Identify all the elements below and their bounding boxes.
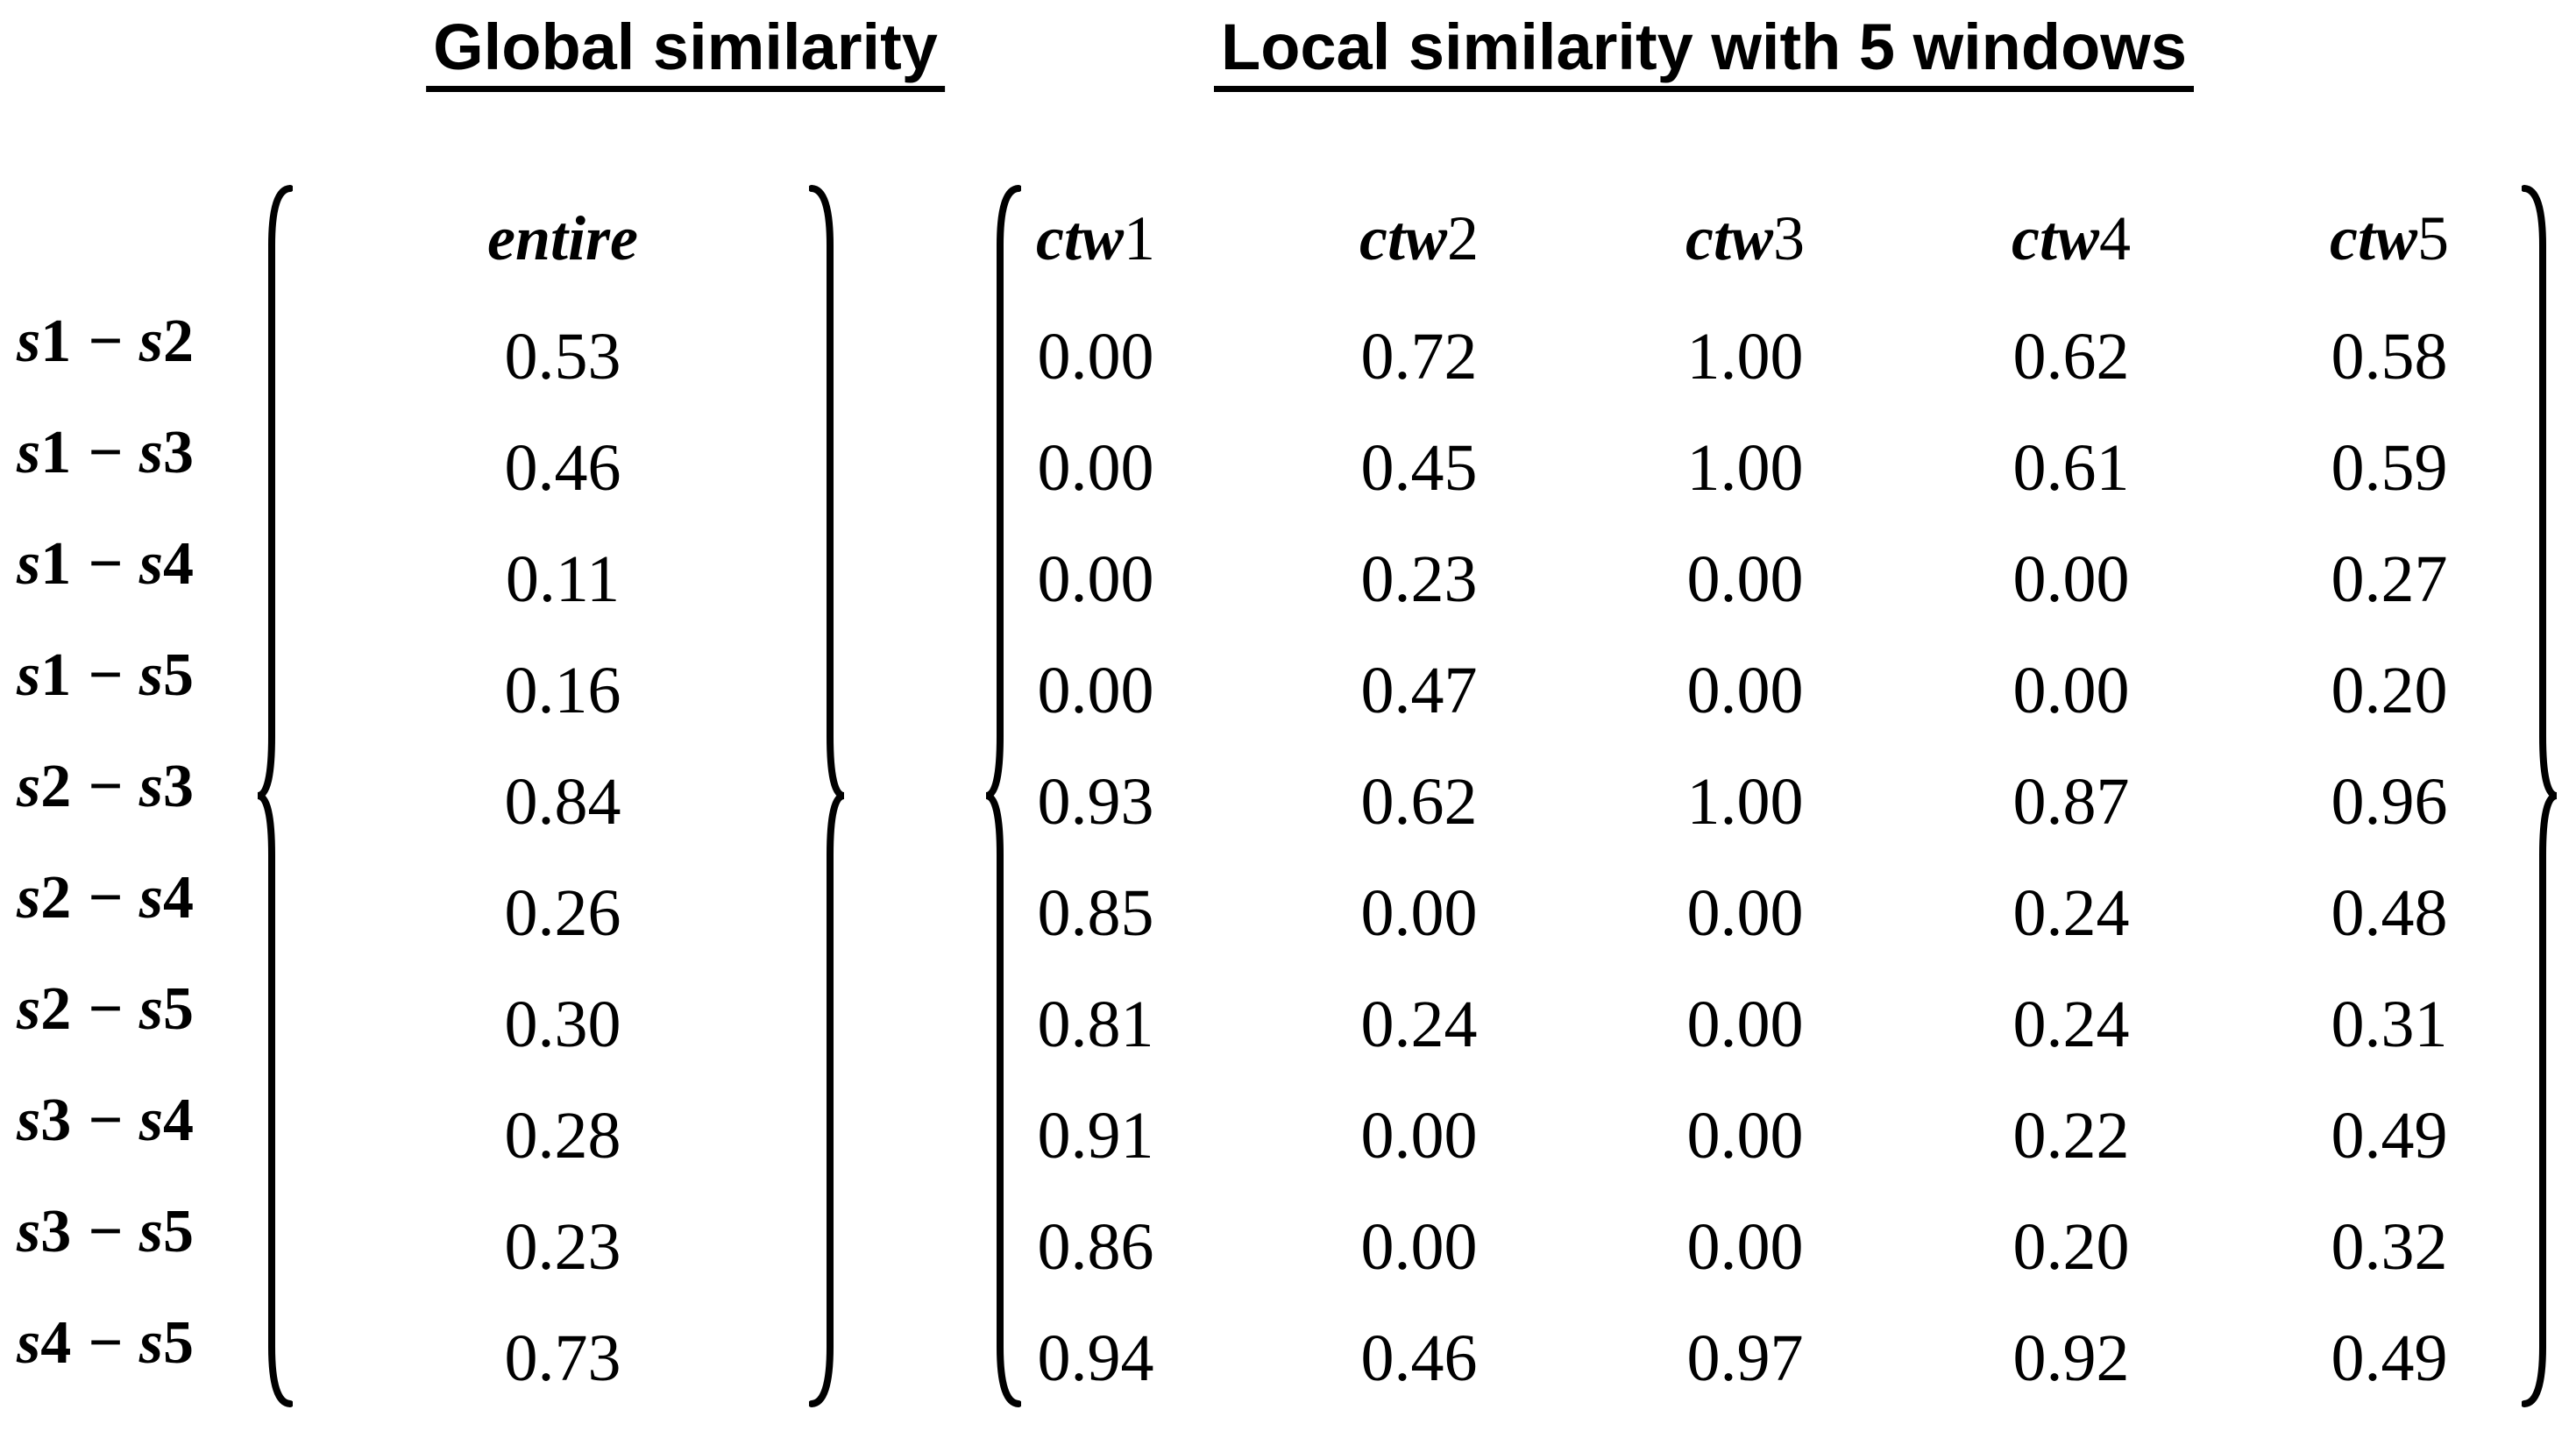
matrix-cell-ctw1: 0.00 [1037,654,1154,727]
ctw2-values-column: 0.72 0.45 0.23 0.47 0.62 0.00 0.24 0.00 … [1261,301,1577,1414]
matrix-cell-entire: 0.73 [504,1321,621,1395]
matrix-cell-ctw5: 0.48 [2331,876,2448,950]
matrix-cell-ctw5: 0.20 [2331,654,2448,727]
matrix-cell-ctw4: 0.24 [2012,876,2130,950]
row-label: s1 − s4 [17,530,194,598]
global-matrix-left-brace [254,184,293,1408]
matrix-cell-ctw1: 0.91 [1037,1099,1154,1172]
row-label: s2 − s4 [17,864,194,932]
column-header-ctw3: ctw3 [1685,203,1805,273]
matrix-cell-ctw5: 0.27 [2331,542,2448,616]
matrix-cell-ctw4: 0.00 [2012,542,2130,616]
matrix-cell-ctw5: 0.49 [2331,1099,2448,1172]
row-label: s3 − s4 [17,1087,194,1154]
matrix-cell-ctw1: 0.00 [1037,431,1154,505]
local-matrix-left-brace [983,184,1021,1408]
row-label: s1 − s3 [17,419,194,486]
matrix-cell-ctw5: 0.32 [2331,1210,2448,1284]
matrix-cell-ctw3: 1.00 [1686,320,1804,393]
matrix-cell-ctw4: 0.87 [2012,765,2130,839]
matrix-cell-entire: 0.46 [504,431,621,505]
row-labels-column: s1 − s2 s1 − s3 s1 − s4 s1 − s5 s2 − s3 … [9,286,202,1399]
matrix-cell-ctw2: 0.00 [1360,1099,1478,1172]
matrix-cell-ctw2: 0.23 [1360,542,1478,616]
matrix-cell-entire: 0.84 [504,765,621,839]
matrix-cell-ctw3: 0.00 [1686,654,1804,727]
matrix-cell-ctw1: 0.85 [1037,876,1154,950]
matrix-cell-ctw4: 0.24 [2012,988,2130,1061]
matrix-cell-entire: 0.26 [504,876,621,950]
matrix-cell-ctw3: 0.00 [1686,876,1804,950]
matrix-cell-ctw4: 0.62 [2012,320,2130,393]
ctw5-values-column: 0.58 0.59 0.27 0.20 0.96 0.48 0.31 0.49 … [2232,301,2547,1414]
global-matrix-right-brace [809,184,848,1408]
matrix-cell-ctw4: 0.22 [2012,1099,2130,1172]
matrix-cell-ctw2: 0.72 [1360,320,1478,393]
matrix-cell-ctw1: 0.81 [1037,988,1154,1061]
matrix-cell-ctw2: 0.47 [1360,654,1478,727]
matrix-cell-entire: 0.11 [505,542,621,616]
matrix-cell-entire: 0.30 [504,988,621,1061]
matrix-cell-ctw5: 0.59 [2331,431,2448,505]
row-label: s1 − s2 [17,308,194,375]
matrix-cell-ctw2: 0.24 [1360,988,1478,1061]
matrix-cell-ctw1: 0.93 [1037,765,1154,839]
matrix-cell-ctw2: 0.46 [1360,1321,1478,1395]
matrix-cell-ctw2: 0.00 [1360,876,1478,950]
row-label: s2 − s3 [17,753,194,820]
matrix-cell-ctw3: 1.00 [1686,431,1804,505]
matrix-cell-ctw4: 0.61 [2012,431,2130,505]
matrix-cell-ctw4: 0.92 [2012,1321,2130,1395]
matrix-cell-ctw5: 0.31 [2331,988,2448,1061]
ctw4-values-column: 0.62 0.61 0.00 0.00 0.87 0.24 0.24 0.22 … [1913,301,2229,1414]
matrix-cell-entire: 0.16 [504,654,621,727]
matrix-cell-ctw1: 0.94 [1037,1321,1154,1395]
matrix-cell-ctw5: 0.96 [2331,765,2448,839]
row-label: s1 − s5 [17,641,194,709]
column-header-entire: entire [487,203,638,273]
matrix-cell-ctw1: 0.00 [1037,542,1154,616]
local-matrix-right-brace [2522,184,2560,1408]
matrix-cell-ctw1: 0.00 [1037,320,1154,393]
matrix-cell-ctw2: 0.62 [1360,765,1478,839]
matrix-cell-ctw3: 0.97 [1686,1321,1804,1395]
matrix-cell-entire: 0.53 [504,320,621,393]
entire-values-column: 0.53 0.46 0.11 0.16 0.84 0.26 0.30 0.28 … [405,301,720,1414]
column-header-ctw2: ctw2 [1359,203,1479,273]
matrix-cell-ctw3: 0.00 [1686,542,1804,616]
column-header-ctw1: ctw1 [1036,203,1155,273]
row-label: s2 − s5 [17,975,194,1043]
matrix-cell-ctw5: 0.58 [2331,320,2448,393]
matrix-cell-ctw4: 0.20 [2012,1210,2130,1284]
matrix-cell-entire: 0.23 [504,1210,621,1284]
row-label: s3 − s5 [17,1198,194,1265]
ctw1-values-column: 0.00 0.00 0.00 0.00 0.93 0.85 0.81 0.91 … [938,301,1253,1414]
matrix-cell-ctw2: 0.00 [1360,1210,1478,1284]
local-similarity-title: Local similarity with 5 windows [1213,12,2195,92]
matrix-cell-ctw3: 0.00 [1686,1210,1804,1284]
matrix-cell-ctw1: 0.86 [1037,1210,1154,1284]
column-header-ctw5: ctw5 [2330,203,2449,273]
global-similarity-title: Global similarity [426,12,945,92]
matrix-cell-ctw3: 1.00 [1686,765,1804,839]
matrix-cell-ctw5: 0.49 [2331,1321,2448,1395]
ctw3-values-column: 1.00 1.00 0.00 0.00 1.00 0.00 0.00 0.00 … [1587,301,1903,1414]
row-label: s4 − s5 [17,1309,194,1377]
matrix-cell-ctw3: 0.00 [1686,988,1804,1061]
matrix-cell-ctw3: 0.00 [1686,1099,1804,1172]
matrix-cell-ctw4: 0.00 [2012,654,2130,727]
matrix-cell-entire: 0.28 [504,1099,621,1172]
matrix-cell-ctw2: 0.45 [1360,431,1478,505]
column-header-ctw4: ctw4 [2012,203,2131,273]
